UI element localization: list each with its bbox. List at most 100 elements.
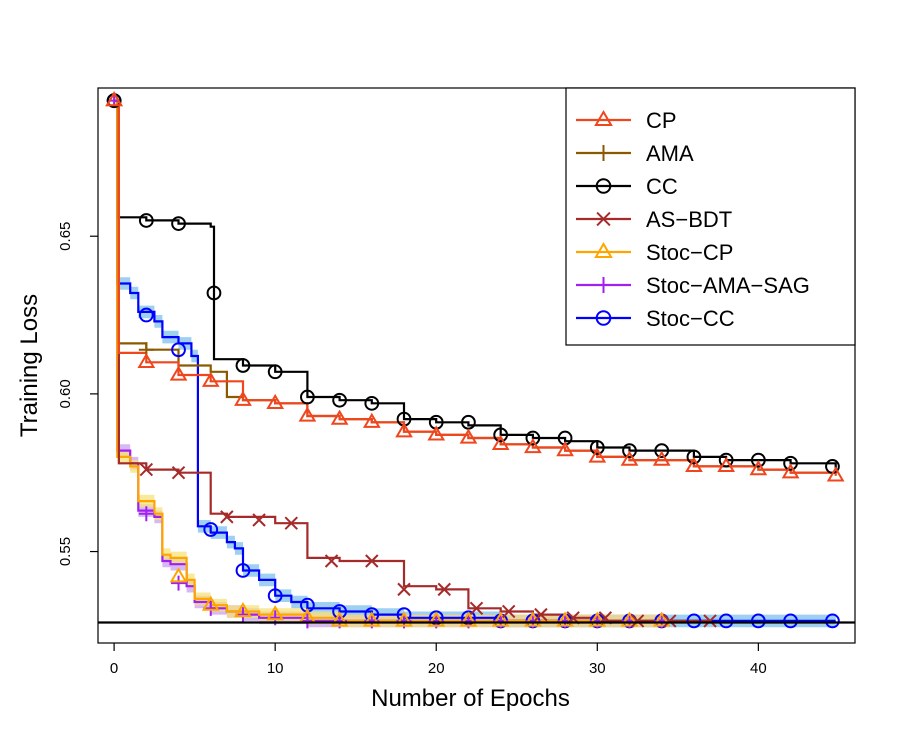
cp-marker-7 [330, 409, 349, 425]
legend-marker-as-bdt [596, 211, 611, 227]
cc-marker-5 [267, 364, 283, 380]
cc-marker-16 [622, 443, 637, 459]
cp-marker-16 [620, 450, 639, 466]
stoc-cp-marker-13 [556, 611, 574, 627]
x-tick-label-2: 20 [428, 660, 445, 677]
stoc-cc-marker-1 [138, 307, 154, 323]
cc-marker-7 [332, 392, 347, 408]
stoc-ama-sag-marker-2 [171, 575, 187, 591]
cc-marker-2 [171, 216, 186, 231]
stoc-cc-marker-5 [267, 588, 283, 604]
as-bdt-marker-16 [703, 614, 717, 628]
as-bdt-marker-7 [397, 582, 411, 597]
cc-marker-3 [206, 285, 222, 301]
stoc-cc-marker-22 [825, 613, 840, 629]
cc-line [114, 99, 837, 470]
cp-marker-18 [685, 456, 703, 473]
stoc-cp-marker-8 [395, 611, 413, 627]
cp-marker-15 [588, 447, 607, 463]
legend-marker-stoc-cc [595, 310, 612, 326]
stoc-cc-marker-18 [686, 613, 702, 629]
y-tick-label-0: 0.55 [57, 537, 74, 566]
cp-marker-4 [234, 390, 252, 406]
as-bdt-marker-0 [139, 462, 154, 477]
stoc-ama-sag-marker-3 [203, 600, 219, 616]
stoc-ama-sag-marker-1 [138, 506, 154, 522]
stoc-cp-marker-1 [169, 567, 188, 583]
cc-marker-21 [783, 455, 798, 471]
cp-marker-3 [201, 371, 220, 387]
stoc-cp-marker-3 [234, 601, 252, 618]
stoc-cc-marker-3 [203, 522, 219, 537]
as-bdt-marker-15 [663, 614, 677, 628]
cp-marker-12 [491, 434, 510, 450]
as-bdt-marker-10 [502, 604, 516, 619]
stoc-cc-marker-19 [718, 613, 734, 629]
legend-label-stoc-cp: Stoc−CP [646, 240, 733, 265]
cc-marker-18 [686, 449, 702, 465]
stoc-ama-sag-marker-4 [235, 607, 251, 623]
cp-marker-21 [781, 463, 800, 479]
cc-marker-6 [300, 389, 315, 405]
as-bdt-marker-9 [469, 601, 484, 616]
as-bdt-marker-4 [284, 516, 298, 530]
cc-marker-13 [525, 430, 541, 446]
cc-marker-8 [364, 395, 380, 411]
stoc-cp-marker-14 [588, 611, 607, 627]
cp-marker-13 [524, 438, 542, 454]
legend-marker-stoc-cp [594, 242, 613, 258]
cc-marker-17 [654, 443, 670, 459]
x-tick-label-1: 10 [267, 660, 284, 677]
stoc-cp-marker-4 [266, 605, 285, 621]
legend-label-stoc-cc: Stoc−CC [646, 306, 735, 331]
stoc-cc-marker-4 [235, 563, 251, 578]
stoc-cp-marker-7 [362, 611, 381, 627]
x-axis-title: Number of Epochs [371, 685, 570, 712]
y-tick-label-1: 0.60 [57, 379, 74, 408]
cp-marker-14 [556, 441, 574, 457]
stoc-cc-marker-20 [750, 613, 766, 629]
stoc-cp-marker-11 [491, 611, 510, 627]
stoc-cp-marker-15 [620, 611, 639, 627]
cc-marker-20 [750, 452, 766, 468]
as-bdt-marker-3 [252, 513, 266, 527]
stoc-ama-sag-marker-6 [299, 613, 315, 629]
as-bdt-marker-8 [437, 582, 451, 597]
legend-label-stoc-ama-sag: Stoc−AMA−SAG [646, 273, 810, 298]
legend-box [565, 87, 856, 346]
cp-marker-20 [749, 460, 768, 476]
stoc-cp-marker-2 [201, 595, 220, 611]
stoc-cp-marker-9 [427, 611, 446, 627]
as-bdt-marker-1 [171, 466, 186, 480]
cp-marker-10 [427, 425, 446, 441]
legend-label-as-bdt: AS−BDT [646, 207, 732, 232]
cc-marker-19 [718, 452, 734, 468]
stoc-cp-marker-10 [459, 611, 478, 627]
cp-marker-2 [169, 365, 188, 381]
series-markers [105, 91, 845, 629]
cp-marker-8 [362, 412, 381, 428]
y-axis-title: Training Loss [16, 294, 43, 437]
as-bdt-marker-14 [630, 614, 645, 628]
cp-marker-0 [105, 91, 123, 107]
cc-marker-15 [589, 440, 605, 455]
as-bdt-marker-11 [534, 607, 548, 622]
as-bdt-marker-6 [365, 554, 379, 568]
x-tick-label-0: 0 [110, 660, 118, 677]
cc-marker-1 [138, 213, 154, 228]
legend: CP AMA CC AS−BDT Stoc−CP Stoc−AMA−SAG Stoc−CC [565, 87, 856, 346]
cp-marker-1 [137, 352, 156, 368]
legend-marker-ama [595, 145, 612, 161]
legend-label-cp: CP [646, 108, 677, 133]
legend-marker-cc [595, 178, 612, 194]
cp-marker-5 [266, 393, 285, 409]
stoc-cc-marker-2 [171, 342, 186, 358]
cp-marker-19 [717, 456, 736, 473]
legend-marker-cp [594, 110, 613, 126]
cc-marker-12 [493, 427, 509, 443]
as-bdt-marker-5 [324, 554, 339, 568]
cp-marker-9 [395, 422, 413, 438]
as-bdt-marker-2 [220, 510, 234, 524]
